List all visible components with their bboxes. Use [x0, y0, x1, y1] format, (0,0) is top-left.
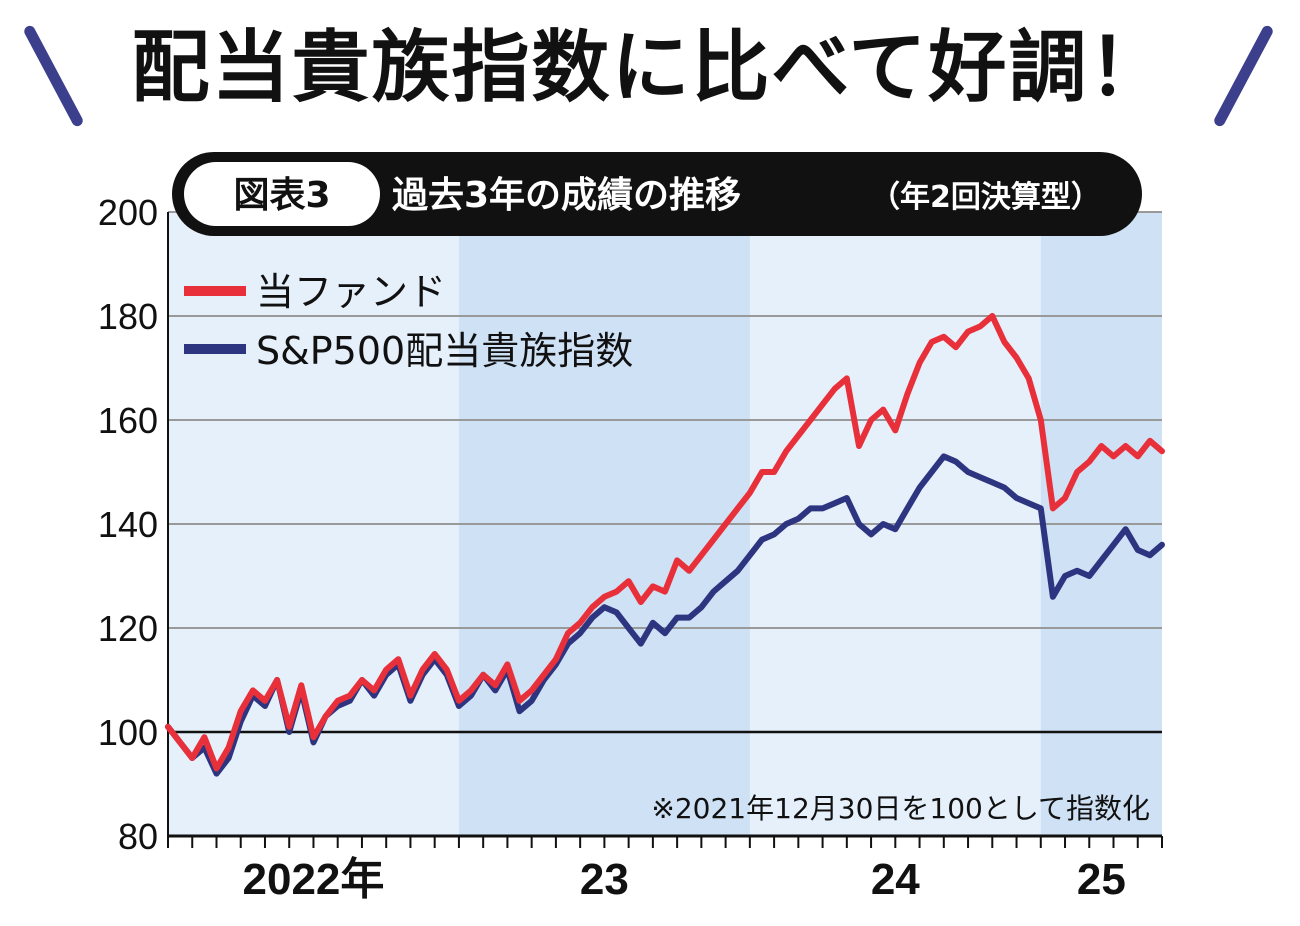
chart-subtitle: （年2回決算型）	[870, 180, 1101, 215]
legend-swatch-index	[184, 344, 246, 354]
y-tick-label: 140	[98, 504, 158, 545]
y-tick-label: 200	[98, 192, 158, 233]
x-tick-label: 2022年	[243, 855, 385, 904]
y-tick-label: 80	[118, 816, 158, 857]
headline: 配当貴族指数に比べて好調！	[131, 23, 1169, 113]
x-tick-label: 24	[871, 855, 920, 904]
chart-title: 過去3年の成績の推移	[392, 175, 741, 216]
series-line-0	[165, 313, 1165, 772]
legend-label-fund: 当ファンド	[256, 270, 446, 314]
y-tick-label: 120	[98, 608, 158, 649]
chart-note: ※2021年12月30日を100として指数化	[651, 792, 1150, 825]
y-tick-label: 160	[98, 400, 158, 441]
legend-label-index: S&P500配当貴族指数	[256, 329, 633, 373]
y-tick-label: 100	[98, 712, 158, 753]
legend: 当ファンド S&P500配当貴族指数	[184, 270, 633, 373]
y-tick-label: 180	[98, 296, 158, 337]
chart-title-banner: 図表3 過去3年の成績の推移 （年2回決算型）	[172, 152, 1142, 236]
legend-swatch-fund	[184, 286, 246, 296]
series-lines	[165, 313, 1165, 777]
x-axis: 2022年 23 24 25	[167, 212, 1163, 904]
y-axis-ticks: 80 100 120 140 160 180 200	[98, 192, 158, 857]
x-tick-label: 23	[580, 855, 629, 904]
figure-badge: 図表3	[233, 175, 330, 216]
x-tick-label: 25	[1077, 855, 1126, 904]
